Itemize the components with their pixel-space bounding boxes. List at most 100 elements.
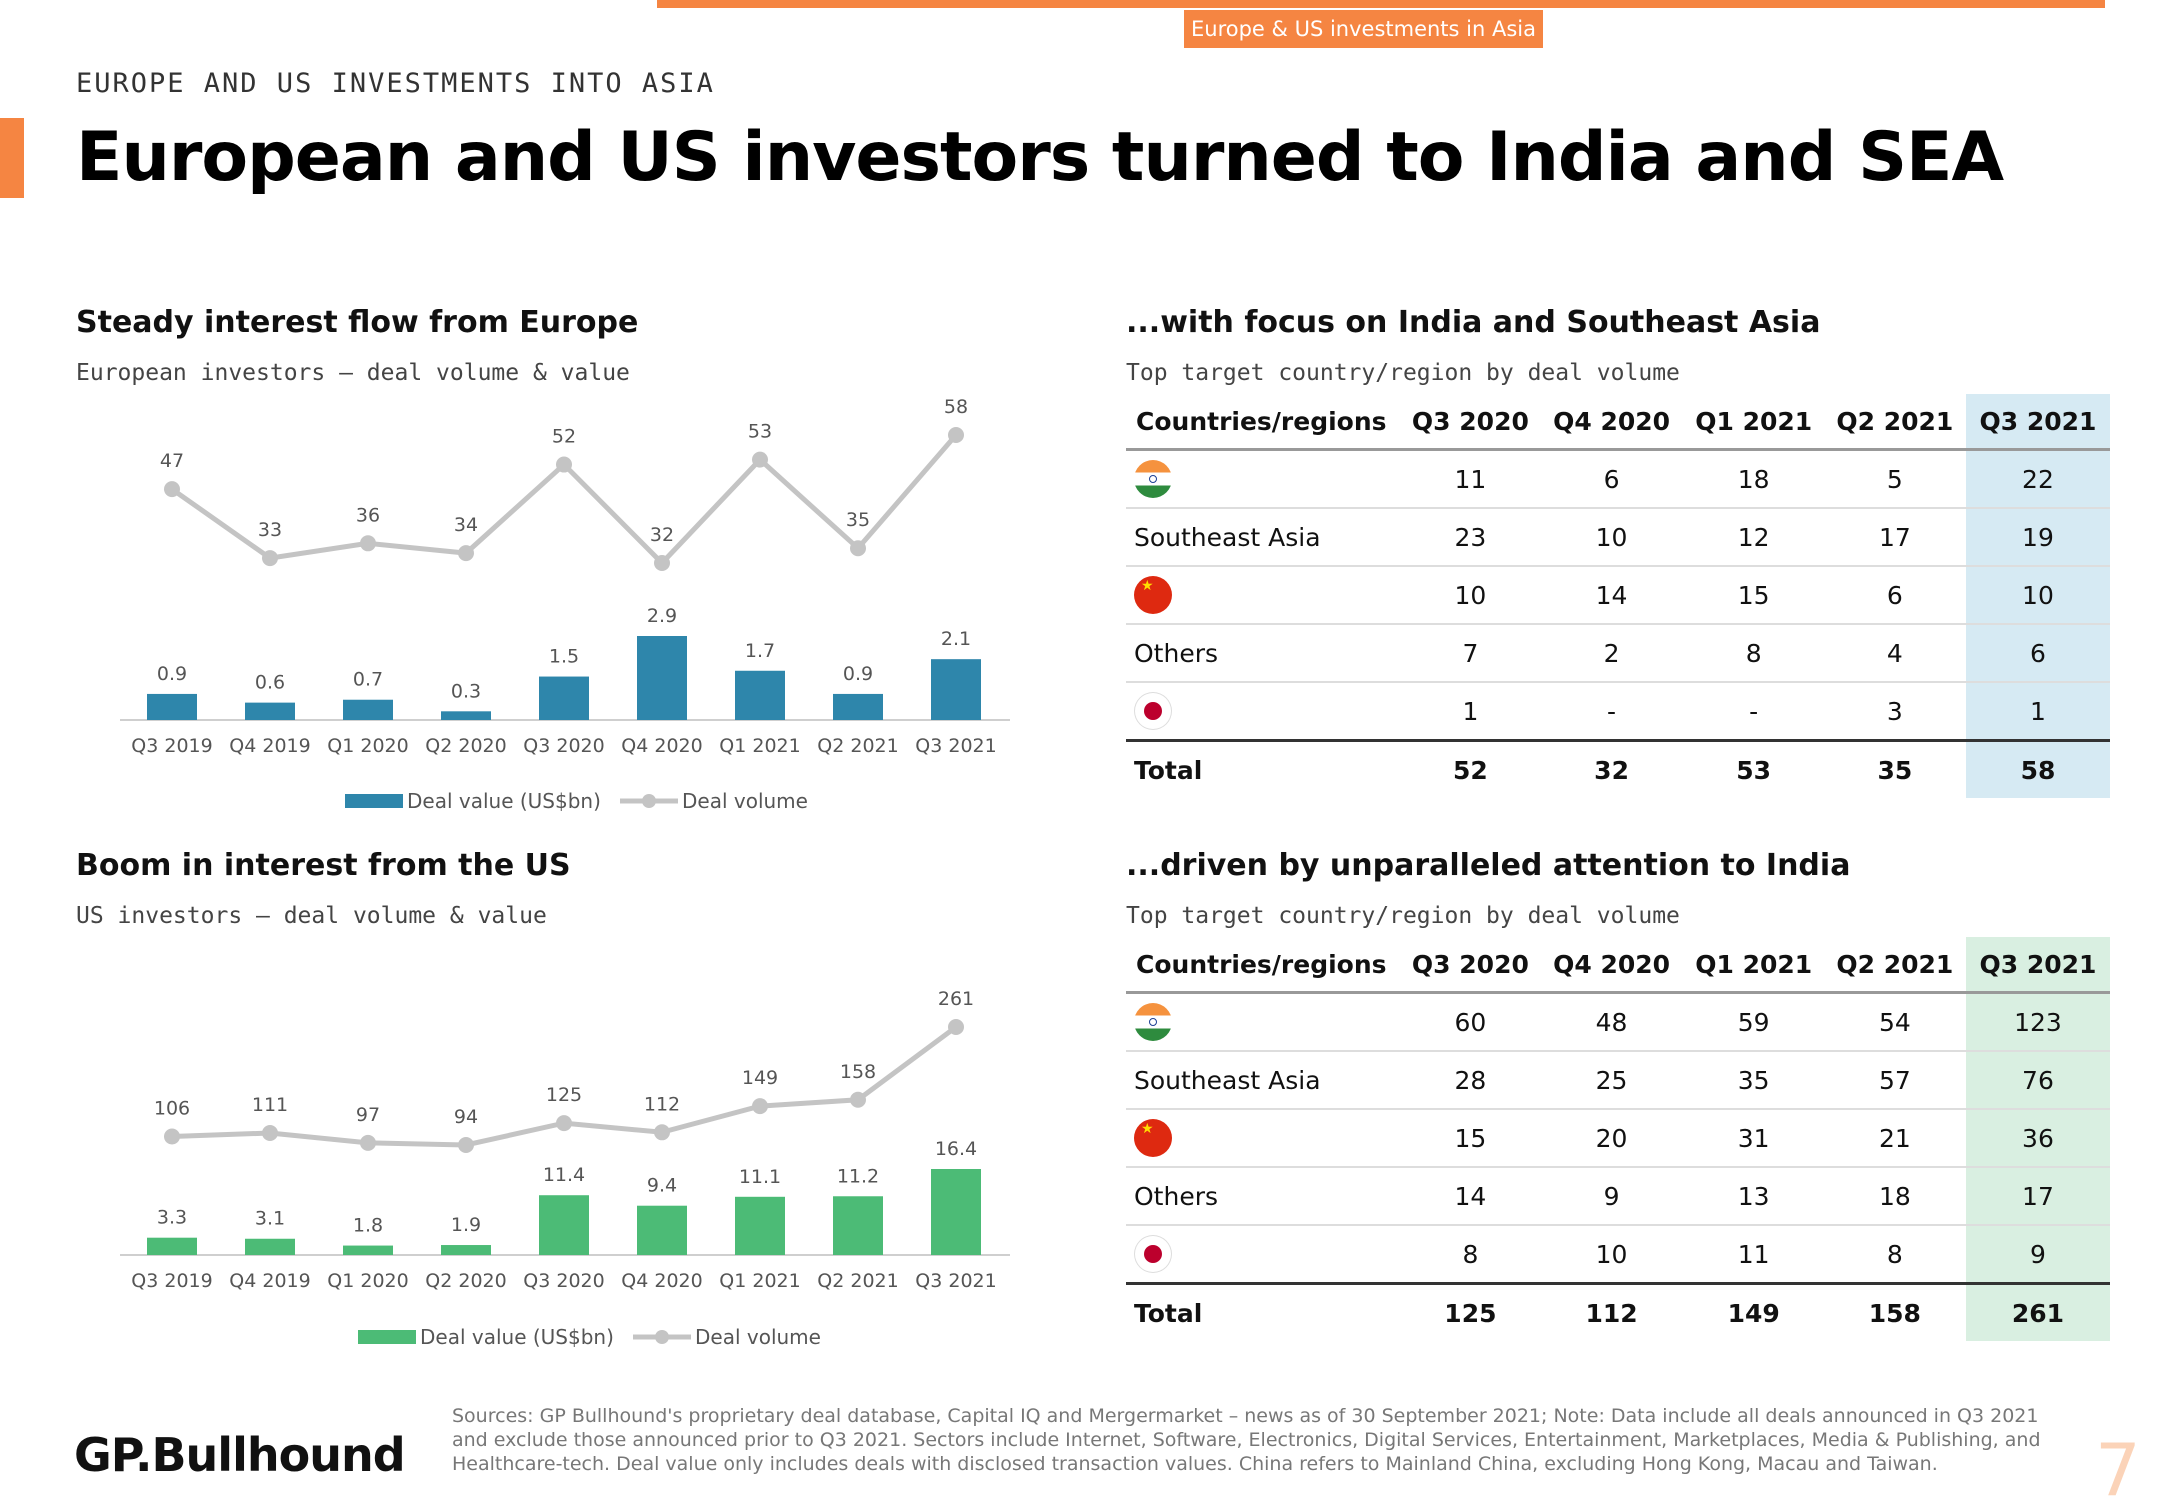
table-cell: 25 [1539, 1051, 1684, 1110]
table-cell: 7 [1401, 624, 1540, 683]
table-cell: 54 [1823, 992, 1966, 1052]
x-tick-label: Q4 2019 [229, 735, 310, 757]
table-cell: 3 [1823, 682, 1966, 742]
x-tick-label: Q1 2021 [719, 1270, 800, 1292]
deal-volume-point [164, 1128, 180, 1145]
bar-deal-value [245, 702, 295, 720]
table-cell: 10 [1965, 566, 2110, 625]
bar-deal-value [637, 1205, 687, 1255]
column-header-quarter: Q4 2020 [1539, 394, 1684, 451]
deal-volume-point [654, 555, 670, 571]
bar-value-label: 16.4 [935, 1138, 977, 1160]
deal-volume-label: 32 [650, 524, 674, 546]
deal-volume-point [850, 1091, 866, 1108]
legend-label-deal-volume: Deal volume [682, 789, 808, 813]
table-cell: 15 [1683, 566, 1824, 625]
table-cell: 9 [1539, 1167, 1684, 1226]
table-cell: 9 [1965, 1225, 2110, 1285]
japan-flag-icon [1134, 692, 1172, 730]
total-cell: 35 [1823, 739, 1966, 798]
table-cell: 10 [1539, 1225, 1684, 1285]
deal-volume-point [360, 1134, 376, 1151]
legend-swatch-deal-value [345, 794, 403, 808]
table-cell: 6 [1965, 624, 2110, 683]
deal-volume-point [752, 451, 768, 468]
bar-value-label: 0.9 [843, 663, 873, 685]
legend-swatch-deal-value [358, 1330, 416, 1344]
bar-value-label: 2.1 [941, 628, 971, 650]
column-header-quarter: Q1 2021 [1683, 937, 1824, 994]
deal-volume-label: 158 [840, 1061, 876, 1083]
table-cell: 14 [1401, 1167, 1540, 1226]
deal-volume-label: 33 [258, 519, 282, 541]
column-header-quarter: Q3 2020 [1401, 937, 1540, 994]
bar-value-label: 11.4 [543, 1164, 585, 1186]
bar-value-label: 11.1 [739, 1166, 781, 1188]
total-cell: 158 [1823, 1282, 1966, 1341]
deal-volume-label: 58 [944, 396, 968, 418]
bar-value-label: 1.8 [353, 1215, 383, 1237]
gp-bullhound-logo: GP.Bullhound [74, 1428, 406, 1482]
section-tag: Europe & US investments in Asia [1184, 10, 1543, 48]
table-cell: 14 [1539, 566, 1684, 625]
row-label-flag [1126, 1109, 1402, 1168]
x-tick-label: Q1 2021 [719, 735, 800, 757]
table-cell: 20 [1539, 1109, 1684, 1168]
table-row: 11 6 18 5 22 [1126, 449, 2110, 509]
japan-flag-icon [1134, 1235, 1172, 1273]
x-tick-label: Q3 2021 [915, 735, 996, 757]
total-cell: 149 [1683, 1282, 1824, 1341]
table-row: 8 10 11 8 9 [1126, 1225, 2110, 1285]
x-tick-label: Q4 2019 [229, 1270, 310, 1292]
table-header-row: Countries/regions Q3 2020 Q4 2020 Q1 2021 Q2… [1126, 394, 2110, 451]
bar-value-label: 0.6 [255, 672, 285, 694]
legend-marker-deal-volume [642, 794, 656, 808]
eyebrow-label: EUROPE AND US INVESTMENTS INTO ASIA [76, 68, 715, 99]
table-cell: 59 [1683, 992, 1824, 1052]
table-cell: 18 [1683, 449, 1824, 509]
bar-value-label: 0.9 [157, 663, 187, 685]
column-header-quarter: Q3 2020 [1401, 394, 1540, 451]
bar-deal-value [343, 1245, 393, 1255]
bar-deal-value [931, 1169, 981, 1255]
table-header-row: Countries/regions Q3 2020 Q4 2020 Q1 2021 Q2… [1126, 937, 2110, 994]
x-tick-label: Q2 2021 [817, 735, 898, 757]
total-cell: 32 [1539, 739, 1684, 798]
deal-volume-label: 97 [356, 1104, 380, 1126]
total-cell: 52 [1401, 739, 1540, 798]
table-cell: 31 [1683, 1109, 1824, 1168]
row-label: Southeast Asia [1126, 508, 1402, 567]
europe-target-table: Countries/regions Q3 2020 Q4 2020 Q1 2021 Q2… [1126, 394, 2110, 798]
china-flag-icon [1134, 1119, 1172, 1157]
deal-volume-point [360, 535, 376, 552]
bar-deal-value [245, 1238, 295, 1255]
table-cell: 1 [1965, 682, 2110, 742]
table-cell: 13 [1683, 1167, 1824, 1226]
deal-volume-label: 47 [160, 450, 184, 472]
table-cell: 4 [1823, 624, 1966, 683]
deal-volume-line [170, 433, 958, 567]
table-cell: 10 [1539, 508, 1684, 567]
x-tick-label: Q3 2020 [523, 1270, 604, 1292]
total-label: Total [1126, 739, 1402, 798]
bar-deal-value [735, 670, 785, 720]
table-row: Southeast Asia 23 10 12 17 19 [1126, 508, 2110, 567]
legend-label-deal-volume: Deal volume [695, 1325, 821, 1349]
bar-value-label: 11.2 [837, 1165, 879, 1187]
table-cell: 8 [1683, 624, 1824, 683]
row-label-flag [1126, 1225, 1402, 1285]
x-tick-label: Q2 2021 [817, 1270, 898, 1292]
table-cell: 17 [1965, 1167, 2110, 1226]
legend-marker-deal-volume [655, 1330, 669, 1344]
row-label: Southeast Asia [1126, 1051, 1402, 1110]
bar-deal-value [441, 711, 491, 720]
table-cell: 11 [1683, 1225, 1824, 1285]
table-total-row: Total 52 32 53 35 58 [1126, 739, 2110, 798]
india-flag-icon [1134, 460, 1172, 498]
x-tick-label: Q3 2019 [131, 1270, 212, 1292]
table-cell: 36 [1965, 1109, 2110, 1168]
column-header-countries: Countries/regions [1126, 937, 1402, 994]
table-cell: 76 [1965, 1051, 2110, 1110]
legend-label-deal-value: Deal value (US$bn) [407, 789, 601, 813]
row-label: Others [1126, 1167, 1402, 1226]
